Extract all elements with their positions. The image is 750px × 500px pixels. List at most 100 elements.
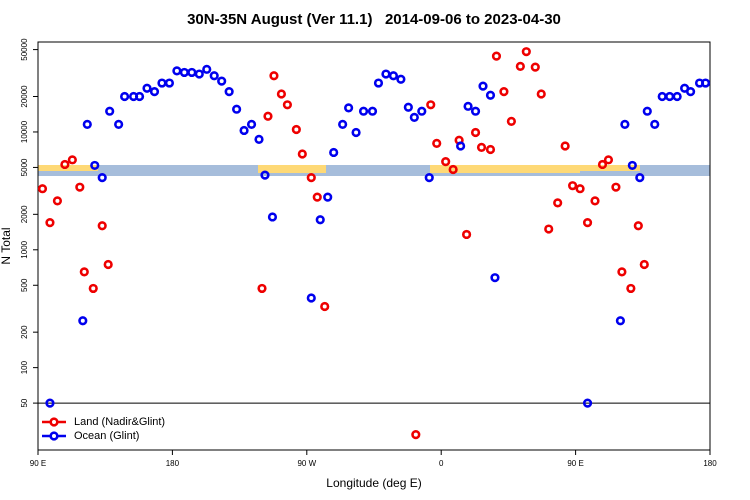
plot-frame [37, 41, 711, 451]
point [323, 192, 333, 202]
point [97, 221, 107, 231]
point [114, 119, 124, 129]
point [232, 104, 242, 114]
point [490, 273, 500, 283]
point [209, 71, 219, 81]
point [52, 196, 63, 206]
y-tick-label: 50 [20, 398, 29, 407]
point [461, 229, 472, 240]
point [470, 127, 481, 138]
y-axis-label: N Total [0, 227, 13, 264]
point [224, 87, 234, 97]
y-tick-label: 200 [20, 325, 29, 339]
point [75, 182, 85, 192]
y-tick-label: 1000 [20, 240, 29, 258]
point [194, 69, 204, 79]
x-tick-label: 0 [439, 459, 444, 468]
point [257, 283, 267, 294]
point [700, 78, 711, 88]
point [470, 106, 481, 116]
land-band [38, 165, 98, 171]
series [45, 64, 711, 408]
y-tick-label: 5000 [20, 158, 29, 176]
x-tick-label: 90 W [297, 459, 316, 468]
legend-marker [49, 431, 59, 441]
point [544, 224, 554, 234]
point [120, 91, 130, 102]
point [282, 100, 292, 110]
point [665, 91, 675, 102]
point [373, 78, 384, 88]
x-tick-label: 90 E [567, 459, 583, 468]
point [478, 81, 488, 91]
point [403, 102, 413, 112]
x-tick-label: 180 [703, 459, 717, 468]
y-tick-label: 20000 [20, 85, 29, 108]
point [597, 159, 608, 170]
point [388, 71, 399, 81]
point [575, 184, 585, 194]
surface-band [38, 165, 710, 176]
legend-label: Ocean (Glint) [74, 430, 139, 442]
point [590, 196, 600, 206]
point [396, 74, 406, 84]
point [650, 119, 660, 129]
point [582, 218, 593, 228]
point [260, 170, 270, 180]
legend-marker [49, 417, 59, 427]
point [620, 119, 630, 129]
point [267, 212, 278, 222]
point [254, 134, 264, 144]
point [521, 47, 531, 57]
point [626, 283, 636, 294]
x-tick-label: 90 E [30, 459, 46, 468]
point [568, 181, 578, 191]
land-band [580, 165, 640, 171]
point [456, 141, 466, 151]
point [417, 106, 427, 116]
point [60, 159, 70, 170]
series [37, 47, 649, 440]
point [499, 87, 509, 97]
point [263, 111, 273, 121]
point [627, 160, 637, 171]
point [134, 91, 145, 102]
y-tick-label: 100 [20, 360, 29, 374]
point [409, 112, 419, 122]
point [603, 155, 614, 165]
point [37, 184, 48, 194]
point [179, 67, 189, 78]
point [157, 78, 167, 88]
point [685, 87, 696, 97]
point [164, 78, 175, 88]
point [672, 91, 682, 102]
point [463, 101, 473, 111]
point [312, 192, 322, 202]
point [202, 64, 212, 74]
point [149, 87, 160, 97]
point [441, 157, 451, 167]
point [45, 398, 55, 408]
point [297, 149, 307, 159]
legend-label: Land (Nadir&Glint) [74, 416, 165, 428]
point [103, 259, 113, 270]
point [67, 155, 77, 165]
y-tick-label: 2000 [20, 205, 29, 223]
point [432, 138, 442, 148]
y-tick-label: 500 [20, 278, 29, 292]
point [320, 301, 330, 312]
point [633, 221, 643, 231]
point [582, 398, 593, 408]
point [642, 106, 652, 116]
point [276, 89, 287, 99]
point [491, 51, 502, 61]
point [426, 100, 436, 110]
point [338, 119, 348, 129]
point [239, 125, 249, 136]
y-tick-label: 50000 [20, 38, 29, 61]
point [306, 293, 316, 303]
point [635, 172, 645, 183]
point [351, 127, 361, 138]
point [291, 124, 301, 135]
